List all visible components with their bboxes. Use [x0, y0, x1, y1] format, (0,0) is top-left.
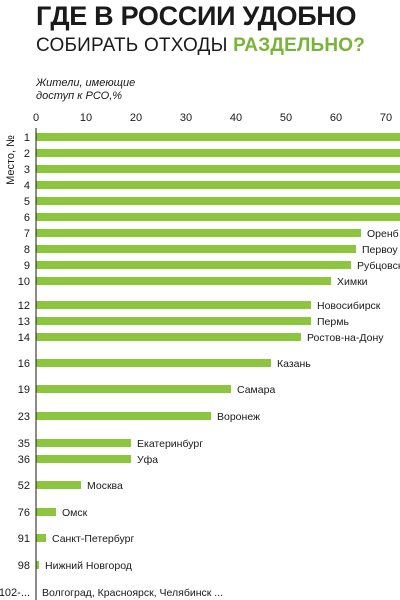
bar [36, 317, 311, 325]
city-label: Санкт-Петербург [52, 533, 135, 545]
rank-label: 52 [18, 480, 30, 492]
bar [36, 359, 271, 367]
bar [36, 385, 231, 393]
rank-label: 6 [24, 212, 30, 224]
chart-title: ГДЕ В РОССИИ УДОБНО [36, 1, 357, 31]
rank-label: 19 [18, 384, 30, 396]
chart-subtitle: СОБИРАТЬ ОТХОДЫ РАЗДЕЛЬНО? [36, 34, 365, 58]
rank-label: 35 [18, 438, 30, 450]
x-tick-label: 70 [380, 112, 392, 124]
bar [36, 245, 356, 253]
rank-label: 10 [18, 276, 30, 288]
city-label: Нижний Новгород [45, 560, 132, 572]
bar [36, 149, 400, 157]
rank-label: 23 [18, 411, 30, 423]
rank-label: 1 [24, 132, 30, 144]
rank-label: 16 [18, 358, 30, 370]
rank-label: 91 [18, 533, 30, 545]
city-label: Пермь [317, 316, 349, 328]
city-label: Казань [277, 358, 311, 370]
rank-label: 76 [18, 507, 30, 519]
bar [36, 181, 400, 189]
x-tick-label: 10 [80, 112, 92, 124]
x-tick-label: 30 [180, 112, 192, 124]
x-tick-label: 50 [280, 112, 292, 124]
city-label: Рубцовск [357, 260, 400, 272]
rank-label: 36 [18, 454, 30, 466]
subtitle-part-accent: РАЗДЕЛЬНО? [233, 35, 366, 56]
city-label: Воронеж [217, 411, 260, 423]
rank-label: 13 [18, 316, 30, 328]
city-label: Самара [237, 384, 275, 396]
city-label: Ростов-на-Дону [307, 332, 384, 344]
rank-label: 9 [24, 260, 30, 272]
rank-label: 14 [18, 332, 30, 344]
rank-label: 12 [18, 300, 30, 312]
city-label: Оренб [367, 228, 399, 240]
city-label: Уфа [137, 454, 158, 466]
rank-label: 5 [24, 196, 30, 208]
bar [36, 301, 311, 309]
bar [36, 439, 131, 447]
x-tick-label: 40 [230, 112, 242, 124]
rank-label: 102-... [0, 587, 30, 599]
bar [36, 508, 56, 516]
city-label: Химки [337, 276, 368, 288]
x-tick-label: 60 [330, 112, 342, 124]
city-label: Волгоград, Красноярск, Челябинск ... [42, 587, 223, 599]
x-tick-label: 20 [130, 112, 142, 124]
rank-label: 7 [24, 228, 30, 240]
city-label: Екатеринбург [137, 438, 203, 450]
rank-label: 98 [18, 560, 30, 572]
city-label: Новосибирск [317, 300, 381, 312]
y-axis-label: Место, № [5, 135, 17, 185]
bar [36, 277, 331, 285]
bar [36, 165, 400, 173]
rank-label: 3 [24, 164, 30, 176]
subtitle-part-plain: СОБИРАТЬ ОТХОДЫ [36, 35, 234, 56]
bar [36, 197, 400, 205]
rank-label: 4 [24, 180, 30, 192]
x-tick-label: 0 [33, 112, 39, 124]
bar [36, 261, 351, 269]
city-label: Омск [62, 507, 88, 519]
rank-label: 2 [24, 148, 30, 160]
city-label: Москва [87, 480, 123, 492]
city-label: Первоу [362, 244, 398, 256]
bar [36, 213, 400, 221]
bar [36, 133, 400, 141]
x-axis-label: Жители, имеющие доступ к РСО,% [36, 77, 136, 102]
bar [36, 455, 131, 463]
bar [36, 412, 211, 420]
bar [36, 333, 301, 341]
bar [36, 481, 81, 489]
x-axis-ticks: 0 10 20 30 40 50 60 70 [33, 112, 392, 124]
rank-label: 8 [24, 244, 30, 256]
bar [36, 229, 361, 237]
bar [36, 561, 39, 569]
bar [36, 534, 46, 542]
